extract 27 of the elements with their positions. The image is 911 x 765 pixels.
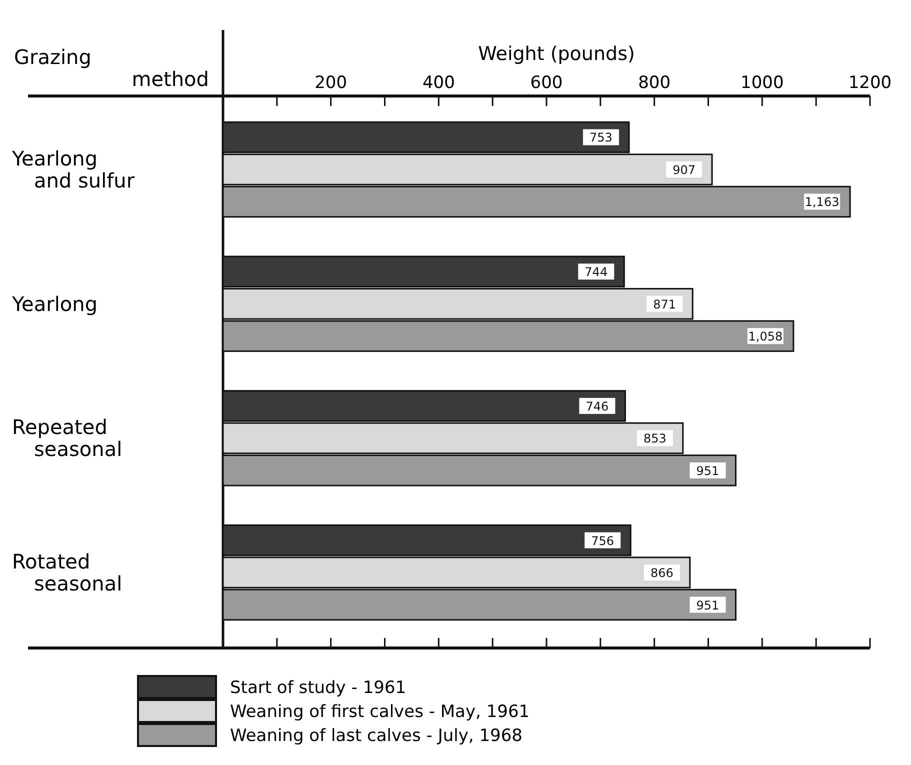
data-label: 1,058	[748, 330, 783, 344]
x-tick-label: 1000	[740, 73, 784, 93]
x-tick-label: 800	[638, 73, 671, 93]
x-tick-label: 1200	[848, 73, 892, 93]
data-label: 1,163	[804, 195, 840, 210]
y-tick-label: Rotated seasonal	[12, 550, 122, 596]
data-label: 746	[586, 399, 609, 414]
y-tick-label: Yearlong and sulfur	[11, 146, 136, 192]
data-label: 951	[696, 598, 720, 612]
text: Grazing method	[14, 45, 209, 91]
data-label: 907	[672, 162, 696, 177]
data-label: 871	[653, 297, 676, 312]
legend-label: Start of study - 1961	[230, 678, 406, 698]
data-label: 753	[590, 130, 612, 145]
x-tick-label: 600	[530, 73, 563, 93]
data-label: 951	[696, 464, 720, 478]
data-label: 853	[643, 432, 666, 446]
data-label: 866	[650, 566, 674, 580]
y-tick-label: Repeated seasonal	[12, 415, 122, 462]
x-tick-label: 400	[422, 73, 455, 93]
y-tick-label: Yearlong	[11, 292, 98, 316]
x-tick-label: 200	[314, 73, 348, 93]
data-label: 756	[591, 534, 614, 548]
x-axis-title: Weight (pounds)	[478, 43, 635, 65]
legend-label: Weaning of last calves - July, 1968	[230, 726, 522, 746]
data-label: 744	[584, 265, 608, 280]
legend-label: Weaning of first calves - May, 1961	[230, 702, 530, 722]
